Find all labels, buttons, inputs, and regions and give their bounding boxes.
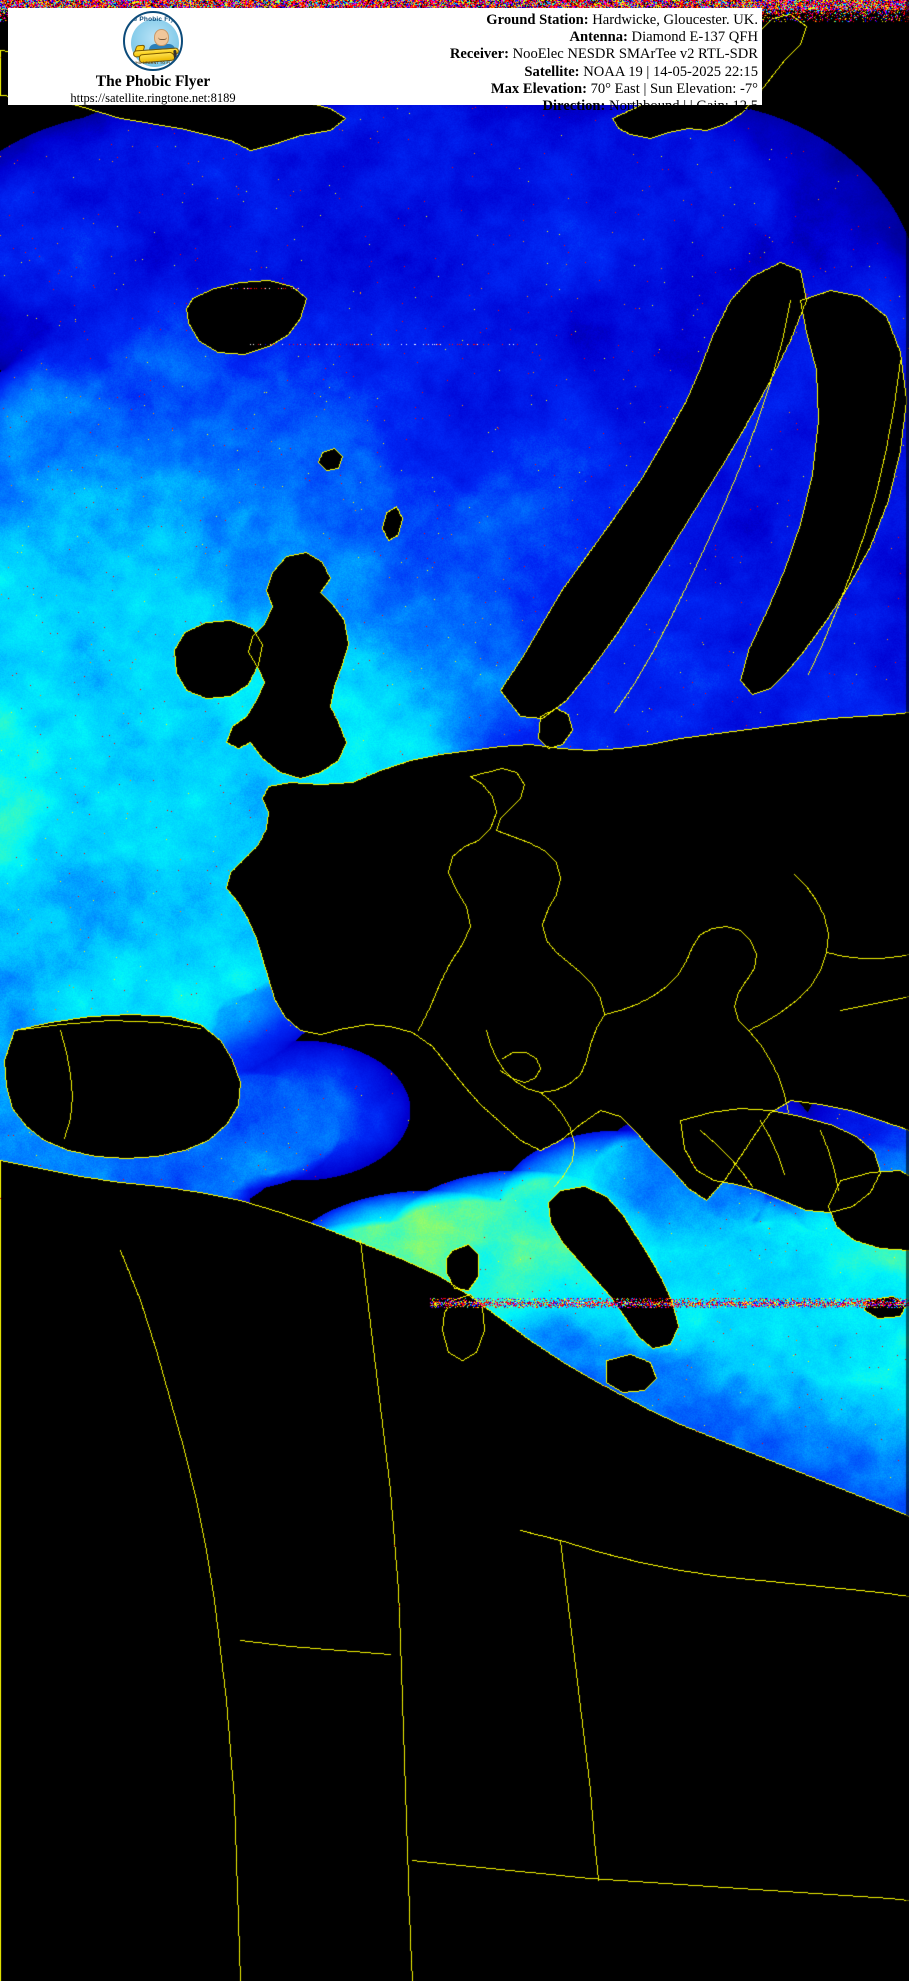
metadata-label: Direction: [542,98,606,115]
logo-arc-top-text: The Phobic Flyer [125,16,181,23]
metadata-value: 70° East | Sun Elevation: -7° [586,80,758,97]
the-phobic-flyer-logo-icon: The Phobic Flyer WHO LEARNT TO FLY [123,11,183,71]
metadata-column: Ground Station: Hardwicke, Gloucester. U… [298,8,762,114]
metadata-value: Hardwicke, Gloucester. UK. [588,12,758,28]
logo-pilot-face [154,29,169,46]
metadata-label: Ground Station: [486,12,589,28]
logo-arc-bottom-text: WHO LEARNT TO FLY [132,61,174,66]
metadata-label: Max Elevation: [490,80,587,97]
info-overlay-box: The Phobic Flyer WHO LEARNT TO FLY The P… [8,8,762,114]
metadata-line: Direction: Northbound | | Gain: 12.5 [542,98,758,115]
metadata-label: Antenna: [569,29,628,46]
brand-url[interactable]: https://satellite.ringtone.net:8189 [70,91,236,105]
metadata-line: Max Elevation: 70° East | Sun Elevation:… [491,81,758,98]
metadata-value: Northbound | | Gain: 12.5 [605,98,758,115]
metadata-value: NooElec NESDR SMArTee v2 RTL-SDR [508,46,758,63]
metadata-line: Satellite: NOAA 19 | 14-05-2025 22:15 [524,64,758,81]
metadata-label: Satellite: [524,63,580,80]
metadata-line: Ground Station: Hardwicke, Gloucester. U… [486,12,758,29]
metadata-label: Receiver: [449,46,509,63]
brand-column: The Phobic Flyer WHO LEARNT TO FLY The P… [8,8,298,105]
metadata-value: NOAA 19 | 14-05-2025 22:15 [579,63,758,80]
brand-title: The Phobic Flyer [95,73,211,90]
metadata-line: Antenna: Diamond E-137 QFH [569,29,758,46]
metadata-value: Diamond E-137 QFH [627,29,758,46]
metadata-line: Receiver: NooElec NESDR SMArTee v2 RTL-S… [450,46,758,63]
